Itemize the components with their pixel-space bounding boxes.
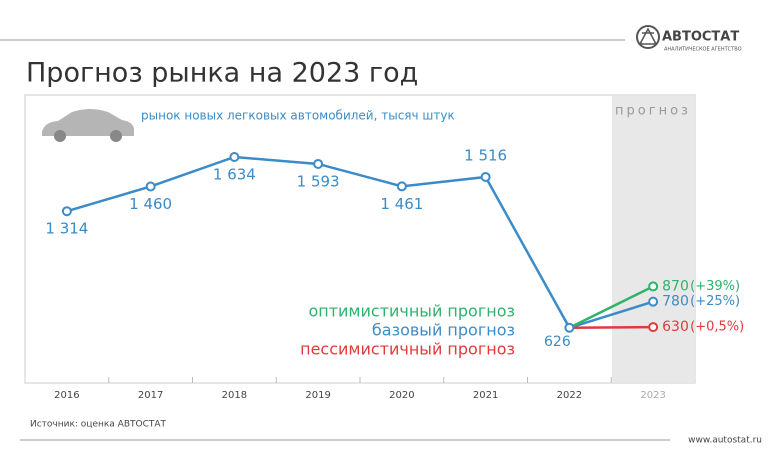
- x-tick-label: 2021: [473, 390, 498, 401]
- value-label: 1 460: [129, 195, 172, 213]
- legend-entry: базовый прогноз: [372, 321, 515, 340]
- chart-title: Прогноз рынка на 2023 год: [26, 58, 418, 89]
- data-point: [396, 181, 407, 192]
- series-line: [569, 325, 654, 330]
- subtitle: рынок новых легковых автомобилей, тысяч …: [141, 109, 455, 123]
- data-point: [313, 158, 324, 169]
- brand: АВТОСТАТ: [662, 30, 739, 45]
- brand-tagline: АНАЛИТИЧЕСКОЕ АГЕНТСТВО: [664, 47, 742, 53]
- data-point: [480, 171, 491, 182]
- x-tick-label: 2020: [389, 390, 414, 401]
- url: www.autostat.ru: [688, 436, 762, 446]
- forecast-label: прогноз: [615, 104, 691, 119]
- x-tick-label: 2017: [138, 390, 163, 401]
- forecast-band: [612, 96, 694, 382]
- data-point: [564, 322, 575, 333]
- source: Источник: оценка АВТОСТАТ: [30, 420, 167, 430]
- brand-logo: [636, 25, 660, 49]
- plot-area: [24, 94, 696, 384]
- legend-entry: пессимистичный прогноз: [300, 340, 515, 359]
- x-tick-label: 2023: [640, 390, 665, 401]
- data-point: [648, 322, 659, 333]
- x-tick-label: 2022: [557, 390, 582, 401]
- value-label: 1 593: [297, 172, 340, 190]
- value-label: 1 314: [45, 220, 88, 238]
- legend-entry: оптимистичный прогноз: [308, 302, 515, 321]
- x-tick-label: 2016: [54, 390, 79, 401]
- series-line: [568, 285, 654, 329]
- change-label: (+25%): [690, 294, 740, 309]
- data-point: [229, 152, 240, 163]
- value-label: 1 461: [380, 195, 423, 213]
- value-label: 1 516: [464, 146, 507, 164]
- value-label: 870: [662, 278, 689, 294]
- x-tick-label: 2019: [305, 390, 330, 401]
- value-label: 626: [544, 334, 571, 350]
- data-point: [648, 281, 659, 292]
- value-label: 1 634: [213, 166, 256, 184]
- series-line: [66, 155, 654, 330]
- car-icon: [42, 109, 134, 142]
- x-tick-label: 2018: [222, 390, 247, 401]
- change-label: (+39%): [690, 279, 740, 294]
- data-point: [648, 296, 659, 307]
- value-label: 780: [662, 294, 689, 310]
- data-point: [61, 206, 72, 217]
- change-label: (+0,5%): [690, 320, 744, 335]
- data-point: [145, 181, 156, 192]
- value-label: 630: [662, 319, 689, 335]
